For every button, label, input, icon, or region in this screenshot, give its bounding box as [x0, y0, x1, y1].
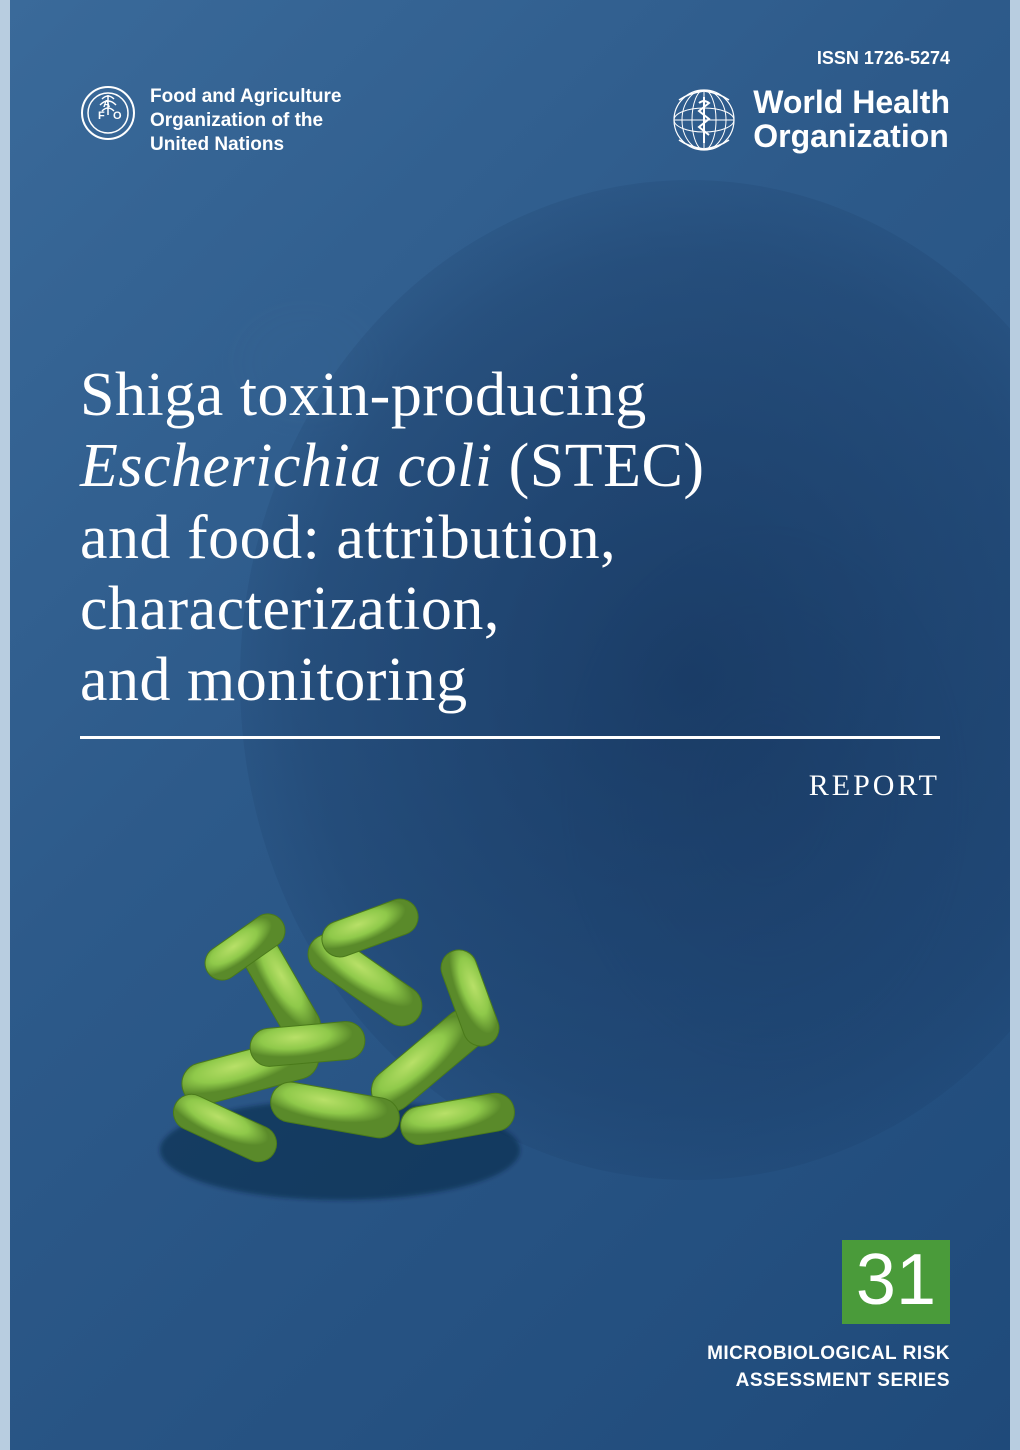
title-line3: and food: attribution, — [80, 503, 940, 574]
fao-name-line2: Organization of the — [150, 109, 341, 133]
report-title: Shiga toxin-producing Escherichia coli (… — [80, 360, 940, 716]
title-line2: Escherichia coli (STEC) — [80, 431, 940, 502]
fao-name-line1: Food and Agriculture — [150, 85, 341, 109]
fao-block: F O A Food and Agriculture Organization … — [80, 85, 341, 156]
svg-text:O: O — [113, 110, 122, 122]
series-line1: MICROBIOLOGICAL RISK — [707, 1340, 950, 1368]
title-abbr: (STEC) — [493, 432, 705, 500]
fao-name-line3: United Nations — [150, 133, 341, 157]
fao-name: Food and Agriculture Organization of the… — [150, 85, 341, 156]
issn-label: ISSN 1726-5274 — [817, 48, 950, 69]
title-line5: and monitoring — [80, 645, 940, 716]
title-block: Shiga toxin-producing Escherichia coli (… — [80, 360, 940, 803]
who-name-line1: World Health — [753, 86, 950, 120]
title-line4: characterization, — [80, 574, 940, 645]
series-line2: ASSESSMENT SERIES — [707, 1367, 950, 1395]
bacteria-illustration — [120, 870, 560, 1220]
title-species: Escherichia coli — [80, 432, 493, 500]
series-title: MICROBIOLOGICAL RISK ASSESSMENT SERIES — [707, 1340, 950, 1395]
series-block: 31 MICROBIOLOGICAL RISK ASSESSMENT SERIE… — [707, 1240, 950, 1395]
title-underline — [80, 736, 940, 739]
report-label: REPORT — [80, 769, 940, 803]
who-name-line2: Organization — [753, 120, 950, 154]
who-block: World Health Organization — [669, 85, 950, 155]
title-line1: Shiga toxin-producing — [80, 360, 940, 431]
svg-text:A: A — [103, 99, 110, 110]
svg-text:F: F — [98, 110, 105, 122]
fao-logo-icon: F O A — [80, 85, 136, 141]
report-cover: ISSN 1726-5274 F O A Food and Agricultur… — [0, 0, 1020, 1450]
who-logo-icon — [669, 85, 739, 155]
series-number: 31 — [842, 1240, 950, 1324]
who-name: World Health Organization — [753, 86, 950, 153]
logo-row: F O A Food and Agriculture Organization … — [80, 85, 950, 156]
